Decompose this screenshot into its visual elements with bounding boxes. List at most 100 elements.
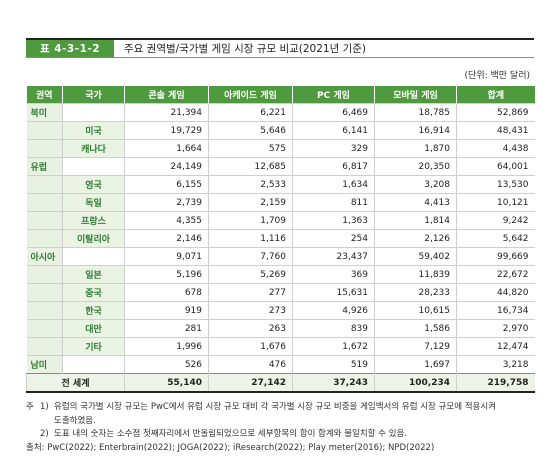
value-cell: 6,817 <box>292 157 375 176</box>
region-cell <box>26 211 63 230</box>
value-cell: 2,533 <box>208 175 293 194</box>
source-line: 출처: PwC(2022); Enterbrain(2022); JOGA(20… <box>26 442 435 453</box>
region-cell <box>26 265 63 284</box>
table-row: 영국 6,155 2,533 1,634 3,208 13,530 <box>26 175 535 194</box>
value-cell: 839 <box>292 319 375 338</box>
value-cell: 4,413 <box>374 193 457 212</box>
table-body: 북미 21,394 6,221 6,469 18,785 52,869 미국 19,729 5,… <box>26 103 535 393</box>
value-cell: 1,634 <box>292 175 375 194</box>
note-mark: 주 <box>26 402 34 412</box>
region-cell: 남미 <box>26 355 63 374</box>
region-cell: 유럽 <box>26 157 63 176</box>
value-cell: 21,394 <box>124 103 209 122</box>
value-cell: 4,438 <box>456 139 535 158</box>
region-cell <box>26 175 63 194</box>
value-cell: 4,355 <box>124 211 209 230</box>
note-1-number: 1) <box>40 402 49 412</box>
note-2: 2) 도표 내의 숫자는 소수점 첫째자리에서 반올림되었으므로 세부항목의 합… <box>26 428 536 442</box>
country-cell: 영국 <box>62 175 125 194</box>
region-cell <box>26 337 63 356</box>
value-cell: 1,814 <box>374 211 457 230</box>
value-cell: 24,149 <box>124 157 209 176</box>
table-row: 캐나다 1,664 575 329 1,870 4,438 <box>26 139 535 158</box>
market-size-table: 권역 국가 콘솔 게임 아케이드 게임 PC 게임 모바일 게임 합계 북미 21… <box>26 86 535 393</box>
country-cell: 캐나다 <box>62 139 125 158</box>
table-row: 대만 281 263 839 1,586 2,970 <box>26 319 535 338</box>
table-row: 한국 919 273 4,926 10,615 16,734 <box>26 301 535 320</box>
note-1: 주 1) 유럽의 국가별 시장 규모는 PwC에서 유럽 시장 규모 대비 각 … <box>26 401 536 415</box>
value-cell: 22,672 <box>456 265 535 284</box>
total-value-cell: 37,243 <box>292 373 375 393</box>
value-cell: 5,646 <box>208 121 293 140</box>
country-cell <box>62 355 125 374</box>
value-cell: 1,586 <box>374 319 457 338</box>
value-cell: 5,642 <box>456 229 535 248</box>
table-row: 아시아 9,071 7,760 23,437 59,402 99,669 <box>26 247 535 266</box>
country-cell: 한국 <box>62 301 125 320</box>
value-cell: 575 <box>208 139 293 158</box>
notes: 주 1) 유럽의 국가별 시장 규모는 PwC에서 유럽 시장 규모 대비 각 … <box>26 401 536 455</box>
value-cell: 6,221 <box>208 103 293 122</box>
note-1-continued: 도출하였음. <box>54 415 96 426</box>
region-cell <box>26 193 63 212</box>
region-cell <box>26 319 63 338</box>
country-cell <box>62 103 125 122</box>
country-cell: 미국 <box>62 121 125 140</box>
total-value-cell: 100,234 <box>374 373 457 393</box>
value-cell: 9,242 <box>456 211 535 230</box>
unit-label: (단위: 백만 달러) <box>464 71 530 81</box>
value-cell: 277 <box>208 283 293 302</box>
table-row: 유럽 24,149 12,685 6,817 20,350 64,001 <box>26 157 535 176</box>
value-cell: 10,121 <box>456 193 535 212</box>
table-title-bar: 표 4-3-1-2 주요 권역별/국가별 게임 시장 규모 비교(2021년 기… <box>26 38 534 58</box>
value-cell: 44,820 <box>456 283 535 302</box>
total-value-cell: 55,140 <box>124 373 209 393</box>
value-cell: 811 <box>292 193 375 212</box>
table-row: 미국 19,729 5,646 6,141 16,914 48,431 <box>26 121 535 140</box>
value-cell: 369 <box>292 265 375 284</box>
table-title: 주요 권역별/국가별 게임 시장 규모 비교(2021년 기준) <box>124 43 367 55</box>
value-cell: 2,146 <box>124 229 209 248</box>
value-cell: 6,469 <box>292 103 375 122</box>
total-value-cell: 27,142 <box>208 373 293 393</box>
value-cell: 5,196 <box>124 265 209 284</box>
header-arcade: 아케이드 게임 <box>208 86 293 104</box>
value-cell: 3,208 <box>374 175 457 194</box>
table-header-row: 권역 국가 콘솔 게임 아케이드 게임 PC 게임 모바일 게임 합계 <box>26 86 535 104</box>
value-cell: 1,870 <box>374 139 457 158</box>
total-row: 전 세계 55,140 27,142 37,243 100,234 219,758 <box>26 373 535 393</box>
value-cell: 59,402 <box>374 247 457 266</box>
country-cell: 독일 <box>62 193 125 212</box>
value-cell: 2,159 <box>208 193 293 212</box>
value-cell: 1,672 <box>292 337 375 356</box>
table-row: 이탈리아 2,146 1,116 254 2,126 5,642 <box>26 229 535 248</box>
value-cell: 1,709 <box>208 211 293 230</box>
value-cell: 1,363 <box>292 211 375 230</box>
region-cell <box>26 229 63 248</box>
header-region: 권역 <box>26 86 63 104</box>
header-mobile: 모바일 게임 <box>374 86 457 104</box>
total-value-cell: 219,758 <box>456 373 535 393</box>
value-cell: 281 <box>124 319 209 338</box>
value-cell: 1,676 <box>208 337 293 356</box>
value-cell: 28,233 <box>374 283 457 302</box>
region-cell <box>26 121 63 140</box>
value-cell: 519 <box>292 355 375 374</box>
note-2-text: 도표 내의 숫자는 소수점 첫째자리에서 반올림되었으므로 세부항목의 합이 합… <box>54 429 408 439</box>
table-row: 프랑스 4,355 1,709 1,363 1,814 9,242 <box>26 211 535 230</box>
value-cell: 6,141 <box>292 121 375 140</box>
value-cell: 7,760 <box>208 247 293 266</box>
table-row: 일본 5,196 5,269 369 11,839 22,672 <box>26 265 535 284</box>
value-cell: 2,739 <box>124 193 209 212</box>
total-label: 전 세계 <box>26 373 125 393</box>
country-cell <box>62 247 125 266</box>
value-cell: 23,437 <box>292 247 375 266</box>
value-cell: 9,071 <box>124 247 209 266</box>
value-cell: 329 <box>292 139 375 158</box>
table-row: 중국 678 277 15,631 28,233 44,820 <box>26 283 535 302</box>
value-cell: 20,350 <box>374 157 457 176</box>
value-cell: 2,970 <box>456 319 535 338</box>
value-cell: 19,729 <box>124 121 209 140</box>
table-row: 기타 1,996 1,676 1,672 7,129 12,474 <box>26 337 535 356</box>
country-cell: 프랑스 <box>62 211 125 230</box>
